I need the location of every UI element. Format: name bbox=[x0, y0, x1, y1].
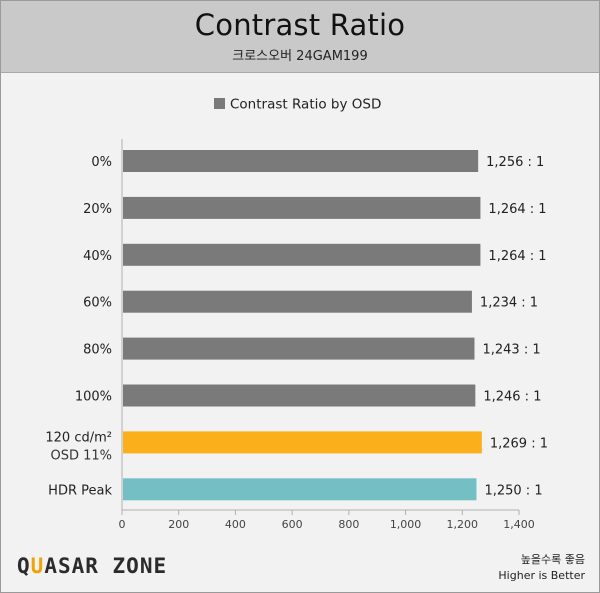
footnote-korean: 높을수록 좋음 bbox=[520, 553, 585, 566]
x-tick-label: 200 bbox=[168, 518, 189, 531]
chart-header: Contrast Ratio 크로스오버 24GAM199 bbox=[1, 1, 599, 73]
bar bbox=[123, 243, 481, 266]
bar bbox=[123, 290, 472, 313]
legend-label: Contrast Ratio by OSD bbox=[230, 97, 381, 113]
x-tick-label: 0 bbox=[119, 518, 126, 531]
value-label: 1,250 : 1 bbox=[484, 483, 542, 498]
quasarzone-logo: Q U ASAR ZONE bbox=[17, 554, 167, 578]
value-label: 1,246 : 1 bbox=[483, 390, 541, 405]
legend-swatch bbox=[214, 98, 225, 109]
category-label: 60% bbox=[83, 296, 112, 311]
footnote: 높을수록 좋음 Higher is Better bbox=[498, 552, 585, 584]
value-label: 1,264 : 1 bbox=[488, 202, 546, 217]
x-tick-label: 600 bbox=[282, 518, 303, 531]
footnote-english: Higher is Better bbox=[498, 569, 585, 582]
bar bbox=[123, 384, 476, 407]
x-tick-label: 1,400 bbox=[503, 518, 535, 531]
bar bbox=[123, 431, 482, 454]
chart-title: Contrast Ratio bbox=[194, 8, 406, 42]
category-sublabel: OSD 11% bbox=[50, 448, 112, 463]
value-label: 1,234 : 1 bbox=[480, 296, 538, 311]
category-label: 0% bbox=[91, 155, 112, 170]
legend: Contrast Ratio by OSD bbox=[214, 97, 381, 113]
category-label: HDR Peak bbox=[48, 483, 112, 498]
category-label: 100% bbox=[75, 390, 112, 405]
bar-series: 0% 1,256 : 1 20% 1,264 : 1 40% 1,264 : 1 60% 1,… bbox=[45, 150, 548, 501]
chart-subtitle: 크로스오버 24GAM199 bbox=[232, 49, 368, 64]
bar bbox=[123, 337, 475, 360]
x-tick-label: 800 bbox=[338, 518, 359, 531]
value-label: 1,256 : 1 bbox=[486, 155, 544, 170]
bar bbox=[123, 478, 477, 501]
bar bbox=[123, 150, 479, 172]
x-tick-label: 1,000 bbox=[390, 518, 422, 531]
value-label: 1,264 : 1 bbox=[488, 249, 546, 264]
category-label: 120 cd/m² bbox=[45, 430, 112, 445]
category-label: 80% bbox=[83, 343, 112, 358]
logo-rest: ASAR ZONE bbox=[44, 554, 168, 578]
category-label: 40% bbox=[83, 249, 112, 264]
category-label: 20% bbox=[83, 202, 112, 217]
logo-prefix: Q bbox=[17, 554, 31, 578]
logo-highlight: U bbox=[30, 554, 45, 578]
x-tick-label: 1,200 bbox=[447, 518, 479, 531]
value-label: 1,243 : 1 bbox=[482, 343, 540, 358]
value-label: 1,269 : 1 bbox=[490, 436, 548, 451]
bar bbox=[123, 196, 481, 219]
x-axis: 0 200 400 600 800 1,000 1,200 1,400 bbox=[119, 139, 535, 531]
x-tick-label: 400 bbox=[225, 518, 246, 531]
